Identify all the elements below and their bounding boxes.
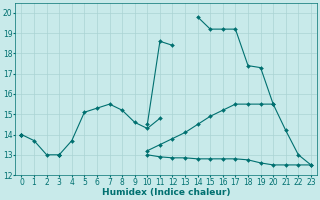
X-axis label: Humidex (Indice chaleur): Humidex (Indice chaleur) [102,188,230,197]
